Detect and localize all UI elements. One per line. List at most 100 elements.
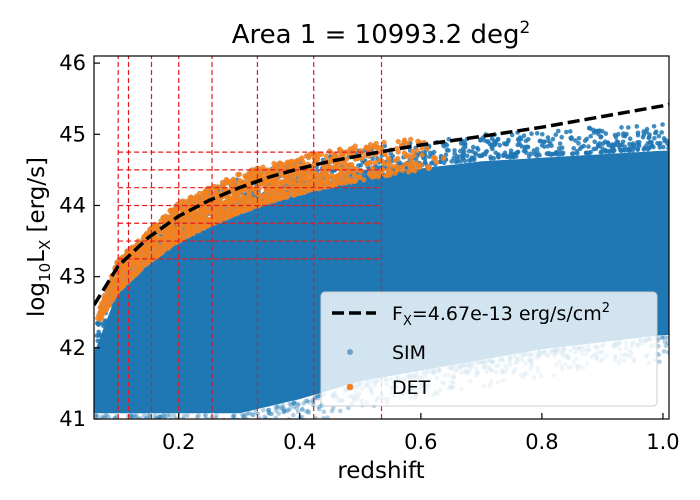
sim-point xyxy=(124,430,129,435)
sim-point xyxy=(446,136,452,142)
sim-point xyxy=(104,422,109,427)
sim-point xyxy=(210,422,215,427)
det-point xyxy=(128,271,135,277)
sim-point xyxy=(665,335,669,341)
sim-point xyxy=(656,352,661,358)
det-point xyxy=(106,302,112,308)
sim-point xyxy=(281,406,287,411)
sim-point xyxy=(255,411,261,417)
sim-point xyxy=(661,349,667,354)
sim-point xyxy=(232,413,237,418)
legend-det-marker xyxy=(346,383,354,391)
sim-point xyxy=(483,150,489,155)
det-point xyxy=(121,281,127,287)
det-point xyxy=(199,203,206,209)
sim-point xyxy=(209,429,214,434)
legend-box xyxy=(320,291,658,407)
sim-point xyxy=(251,412,256,418)
sim-point xyxy=(626,146,632,151)
det-point xyxy=(385,155,391,161)
sim-point xyxy=(153,420,158,425)
det-point xyxy=(181,202,188,208)
sim-point xyxy=(202,413,208,419)
det-point xyxy=(282,194,289,200)
sim-point xyxy=(209,423,214,428)
det-point xyxy=(262,179,268,185)
sim-point xyxy=(644,126,650,132)
sim-point xyxy=(273,415,279,419)
det-point xyxy=(425,165,432,172)
sim-point xyxy=(106,414,112,419)
det-point xyxy=(226,179,233,185)
sim-point xyxy=(293,422,298,427)
sim-point xyxy=(595,142,601,148)
det-point xyxy=(181,217,187,223)
sim-point xyxy=(99,414,104,419)
sim-point xyxy=(534,131,540,136)
chart-title: Area 1 = 10993.2 deg2 xyxy=(232,18,531,50)
sim-point xyxy=(279,405,285,410)
det-point xyxy=(219,204,225,211)
sim-point xyxy=(557,141,563,146)
sim-point xyxy=(158,414,163,419)
det-point xyxy=(222,213,229,219)
sim-point xyxy=(315,393,321,399)
det-point xyxy=(278,160,284,167)
det-point xyxy=(143,232,149,238)
sim-point xyxy=(522,144,528,150)
sim-point xyxy=(150,435,155,440)
sim-point xyxy=(575,151,580,156)
det-point xyxy=(411,153,417,159)
sim-point xyxy=(95,338,101,344)
sim-point xyxy=(475,147,481,152)
sim-point xyxy=(581,143,587,149)
sim-point xyxy=(104,413,109,418)
sim-point xyxy=(96,434,101,439)
sim-point xyxy=(116,430,121,435)
det-point xyxy=(301,170,308,177)
sim-point xyxy=(316,406,322,412)
sim-point xyxy=(241,413,247,419)
sim-point xyxy=(131,437,136,442)
det-point xyxy=(215,199,222,206)
det-point xyxy=(221,180,227,187)
sim-point xyxy=(134,413,139,418)
sim-point xyxy=(266,407,272,413)
sim-point xyxy=(556,128,561,134)
det-point xyxy=(279,180,285,186)
sim-point xyxy=(237,438,242,443)
sim-point xyxy=(374,164,380,170)
det-point xyxy=(271,164,278,170)
det-point xyxy=(414,147,420,154)
x-tick-label: 1.0 xyxy=(646,430,679,454)
sim-point xyxy=(182,423,187,428)
det-point xyxy=(158,218,164,224)
sim-point xyxy=(244,432,249,437)
det-point xyxy=(346,169,353,175)
sim-point xyxy=(129,413,135,419)
sim-point xyxy=(288,402,294,408)
det-point xyxy=(329,173,335,179)
sim-point xyxy=(550,136,556,142)
det-point xyxy=(184,211,191,218)
sim-point xyxy=(470,149,475,154)
det-point xyxy=(375,174,381,180)
sim-point xyxy=(161,413,166,418)
det-point xyxy=(342,161,348,167)
sim-point xyxy=(506,137,511,143)
sim-point xyxy=(489,142,495,148)
det-point xyxy=(103,307,109,313)
sim-point xyxy=(655,140,660,146)
sim-point xyxy=(167,421,172,426)
sim-point xyxy=(94,333,100,338)
sim-point xyxy=(557,152,562,157)
sim-point xyxy=(175,424,180,429)
sim-point xyxy=(460,151,466,156)
det-point xyxy=(275,187,281,193)
sim-point xyxy=(163,417,168,419)
sim-point xyxy=(370,156,375,161)
sim-point xyxy=(274,427,279,432)
sim-point xyxy=(197,433,202,438)
sim-point xyxy=(245,436,250,441)
det-point xyxy=(230,176,237,182)
